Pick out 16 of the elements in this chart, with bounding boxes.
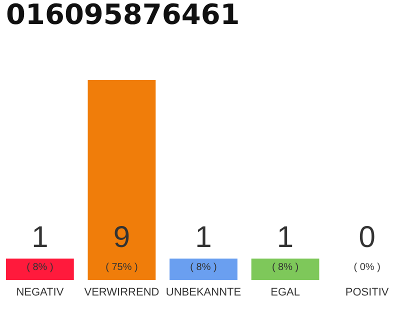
data-label: ( 8% ) xyxy=(190,262,217,273)
x-tick-label: EGAL xyxy=(270,286,300,298)
data-label: ( 0% ) xyxy=(354,262,380,273)
data-label: ( 75% ) xyxy=(106,262,138,273)
x-tick-label: VERWIRREND xyxy=(84,286,160,298)
x-tick-label: UNBEKANNTE xyxy=(166,286,242,298)
chart-title: 016095876461 xyxy=(6,0,240,31)
x-tick-label: NEGATIV xyxy=(16,286,64,298)
data-label: ( 8% ) xyxy=(26,262,54,273)
annotation: 0 xyxy=(358,221,376,254)
x-tick-label: POSITIV xyxy=(345,286,390,298)
data-label: ( 8% ) xyxy=(272,262,299,273)
annotation: 9 xyxy=(113,221,130,254)
annotation: 1 xyxy=(276,221,294,254)
annotation: 1 xyxy=(195,221,212,254)
annotation: 1 xyxy=(32,221,48,254)
